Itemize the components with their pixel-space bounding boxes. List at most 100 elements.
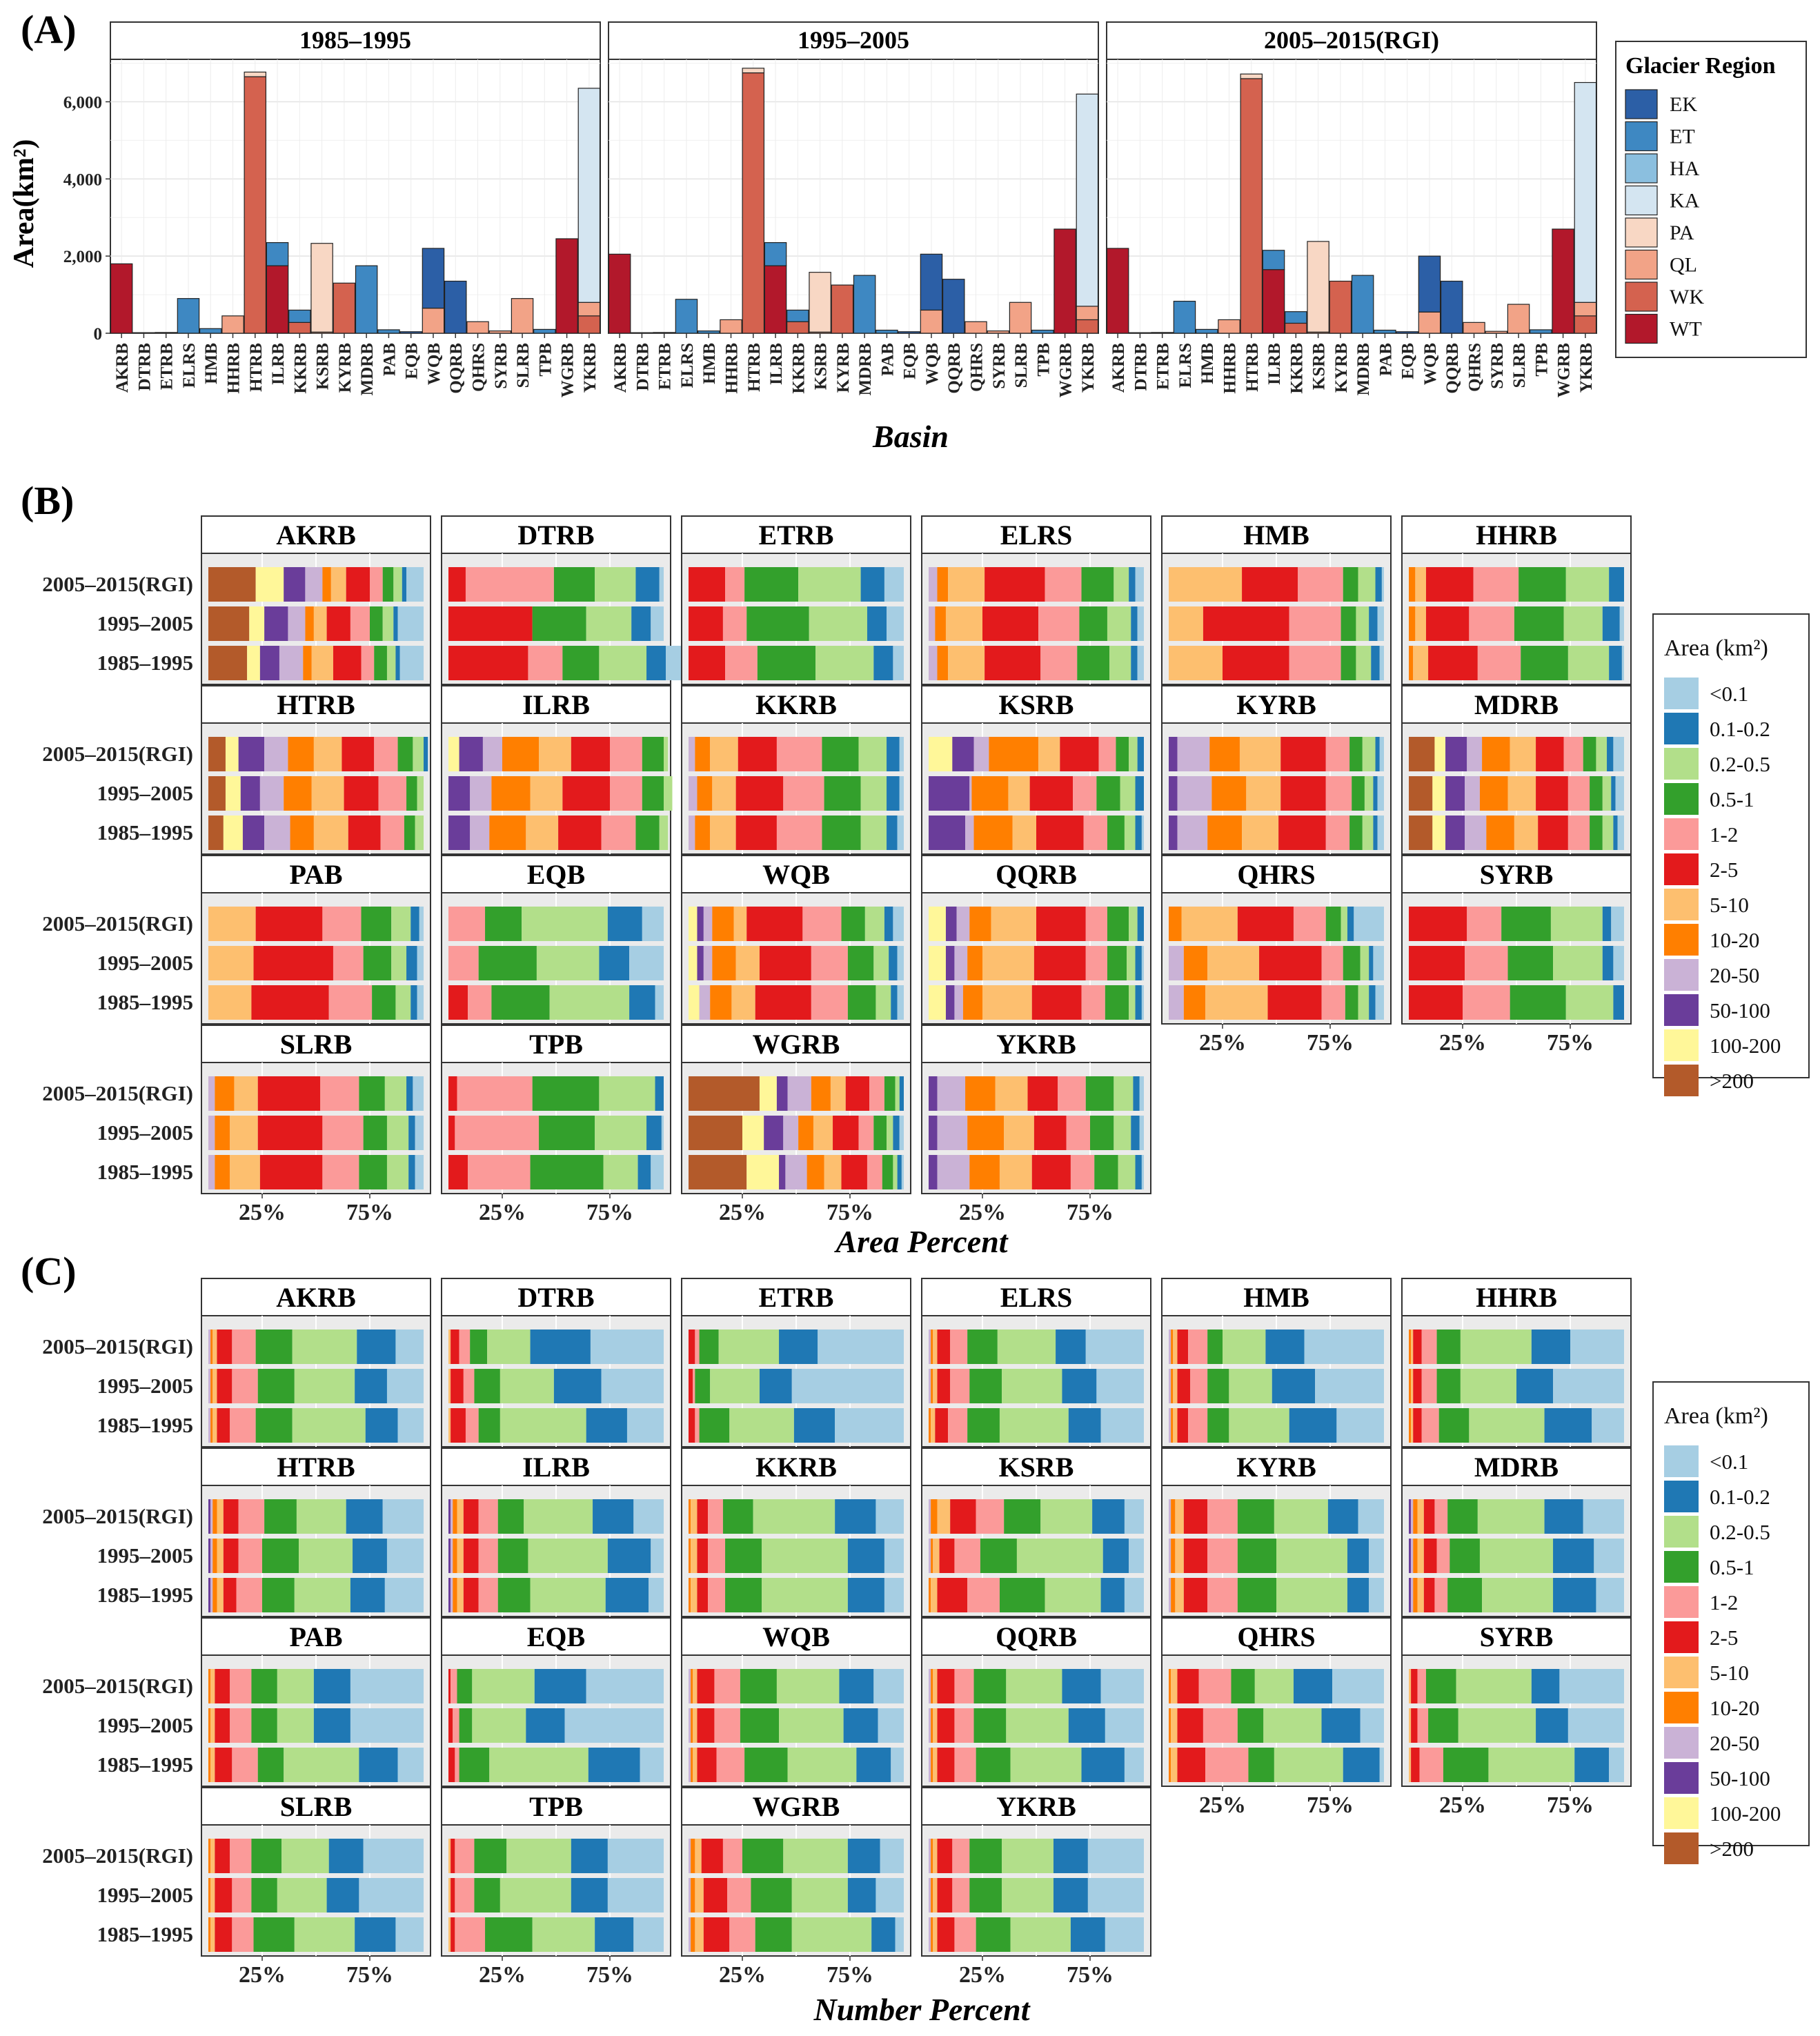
bar-MDRB-2-5: [1423, 1539, 1437, 1573]
bar-SYRB-5-10: [1409, 1669, 1412, 1703]
bar-YKRB-2-5: [1031, 1155, 1071, 1189]
bar-HTRB-50-100: [208, 1539, 211, 1573]
bar-DTRB-0.2-0.5: [595, 567, 636, 602]
bar-KSRB-10-20: [989, 737, 1039, 771]
y-tick-label: 2005–2015(RGI): [42, 1504, 193, 1528]
bar-YKRB-10-20: [931, 1878, 933, 1913]
bar-ELRS-0.1-0.2: [1131, 606, 1138, 641]
x-tick-label: 75%: [827, 1200, 873, 1225]
bar-HHRB-10-20: [1409, 1330, 1412, 1364]
B-facet-QQRB: QQRB: [921, 855, 1151, 1025]
C-facet-ETRB: ETRB: [681, 1278, 911, 1447]
y-tick-label: 1995–2005: [97, 1374, 194, 1398]
bar-KSRB-1-2: [1098, 737, 1116, 771]
bar-HMB-0.1-0.2: [1272, 1369, 1316, 1403]
bar-MDRB-50-100: [1445, 776, 1465, 811]
bar-YKRB-KA: [1076, 93, 1099, 307]
bar-MDRB-ET: [1351, 275, 1374, 334]
bar-WQB-0.5-1: [740, 1669, 777, 1703]
bar-ILRB-20-50: [482, 737, 502, 771]
bar-KKRB-WK: [288, 322, 311, 334]
bar-KSRB-PA: [310, 243, 333, 333]
bar-ETRB-1-2: [695, 1330, 700, 1364]
bar-HTRB-1-2: [238, 1539, 262, 1573]
bar-AKRB-10-20: [210, 1408, 213, 1443]
bar-WQB-10-20: [712, 946, 736, 980]
bar-HMB-0.1-0.2: [1371, 646, 1380, 680]
bar-KKRB-10-20: [689, 1539, 691, 1573]
y-tick-label: 2005–2015(RGI): [42, 911, 193, 936]
bar-KYRB-0.2-0.5: [1362, 737, 1376, 771]
facet-strip: [201, 1447, 431, 1486]
bar-SYRB-2-5: [1409, 946, 1465, 980]
bar-HTRB-0.2-0.5: [413, 737, 424, 771]
bar-QQRB-20-50: [954, 946, 968, 980]
y-tick-label: 2005–2015(RGI): [42, 742, 193, 766]
bar-HTRB-5-10: [313, 816, 348, 850]
bar-KSRB-1-2: [967, 1578, 1000, 1612]
bar-WQB-0.1-0.2: [839, 1669, 874, 1703]
legend-label: 100-200: [1710, 1034, 1781, 1058]
bar-ELRS-0.2-0.5: [1002, 1369, 1062, 1403]
bar-TPB-0.1-0.2: [655, 1076, 664, 1111]
bar-TPB-0.5-1: [474, 1839, 507, 1873]
x-tick-label: 25%: [719, 1200, 766, 1225]
bar-HHRB-1-2: [1473, 567, 1519, 602]
bar-WQB-50-100: [697, 907, 704, 941]
bar-SLRB-1-2: [230, 1839, 252, 1873]
bar-AKRB-20-50: [208, 1330, 211, 1364]
bar-HTRB-20-50: [210, 1499, 213, 1534]
facet-strip: [1401, 1447, 1632, 1486]
x-tick-label: 75%: [1307, 1030, 1354, 1056]
bar-MDRB-0.2-0.5: [1602, 816, 1614, 850]
bar-HTRB-10-20: [212, 1539, 217, 1573]
bar-HTRB-0.2-0.5: [299, 1539, 353, 1573]
bar-HMB-2-5: [1177, 1369, 1191, 1403]
bar-KSRB-0.5-1: [980, 1539, 1017, 1573]
bar-ELRS-10-20: [937, 646, 949, 680]
bar-AKRB-10-20: [210, 1369, 213, 1403]
x-tick-label: KYRB: [834, 343, 853, 393]
bar-MDRB-0.5-1: [1447, 1578, 1483, 1612]
bar-TPB-0.2-0.5: [506, 1839, 571, 1873]
bar-QQRB-<0.1: [1141, 946, 1144, 980]
bar-HMB-10-20: [1171, 1369, 1174, 1403]
bar-EQB-<0.1: [640, 1748, 664, 1782]
bar-YKRB-50-100: [929, 1116, 938, 1150]
bar-MDRB-0.2-0.5: [1477, 1499, 1545, 1534]
facet-title: QQRB: [996, 1621, 1077, 1652]
y-tick-label: 1995–2005: [97, 1883, 194, 1907]
x-tick-label: PAB: [1376, 343, 1395, 376]
x-tick-label: 75%: [1307, 1792, 1354, 1818]
bar-WGRB-2-5: [845, 1076, 870, 1111]
bar-ILRB-<0.1: [651, 1539, 664, 1573]
bar-WQB-1-2: [811, 985, 848, 1020]
bar-QHRS-0.1-0.2: [1347, 907, 1354, 941]
bar-QQRB-<0.1: [1100, 1669, 1144, 1703]
bar-SYRB-0.2-0.5: [1550, 907, 1603, 941]
bar-QHRS-<0.1: [1332, 1669, 1384, 1703]
bar-KYRB-20-50: [1169, 1578, 1171, 1612]
legend-key: [1664, 1516, 1699, 1548]
bar-ETRB-<0.1: [835, 1408, 904, 1443]
bar-ELRS-0.1-0.2: [1062, 1369, 1097, 1403]
bar-YKRB-<0.1: [1139, 1076, 1144, 1111]
bar-QHRS-<0.1: [1373, 946, 1384, 980]
bar-TPB-1-2: [455, 1917, 486, 1952]
bar-HMB-0.5-1: [1207, 1369, 1229, 1403]
bar-AKRB-50-100: [259, 646, 279, 680]
facet-title: PAB: [289, 859, 342, 890]
bar-ELRS-5-10: [948, 646, 985, 680]
bar-AKRB-WT: [1106, 248, 1129, 334]
y-tick-label: 2005–2015(RGI): [42, 1844, 193, 1868]
bar-KYRB-0.1-0.2: [1375, 737, 1380, 771]
bar-WQB-10-20: [712, 907, 734, 941]
bar-HTRB-2-5: [342, 737, 375, 771]
bar-MDRB-5-10: [1417, 1499, 1424, 1534]
y-tick-label: 2,000: [63, 248, 102, 266]
x-tick-label: KSRB: [812, 343, 831, 390]
bar-YKRB-0.2-0.5: [1002, 1839, 1054, 1873]
bar-HMB-<0.1: [1304, 1330, 1384, 1364]
bar-PAB-10-20: [208, 1669, 211, 1703]
